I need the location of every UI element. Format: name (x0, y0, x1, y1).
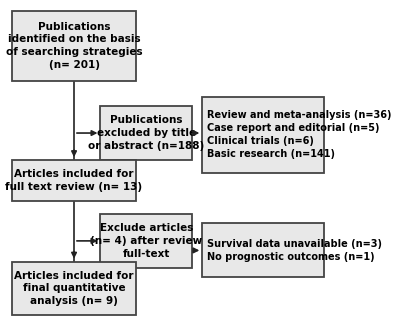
FancyBboxPatch shape (100, 106, 192, 160)
Text: Articles included for
full text review (n= 13): Articles included for full text review (… (6, 169, 143, 192)
FancyBboxPatch shape (202, 97, 324, 173)
Text: Publications
excluded by title
or abstract (n=188): Publications excluded by title or abstra… (88, 115, 204, 151)
Text: Articles included for
final quantitative
analysis (n= 9): Articles included for final quantitative… (14, 271, 134, 306)
FancyBboxPatch shape (12, 11, 136, 81)
Text: Review and meta-analysis (n=36)
Case report and editorial (n=5)
Clinical trials : Review and meta-analysis (n=36) Case rep… (207, 110, 392, 159)
Text: Publications
identified on the basis
of searching strategies
(n= 201): Publications identified on the basis of … (6, 22, 142, 70)
FancyBboxPatch shape (100, 214, 192, 268)
FancyBboxPatch shape (202, 223, 324, 277)
Text: Survival data unavailable (n=3)
No prognostic outcomes (n=1): Survival data unavailable (n=3) No progn… (207, 239, 382, 262)
Text: Exclude articles
(n= 4) after review
full-text: Exclude articles (n= 4) after review ful… (90, 223, 202, 259)
FancyBboxPatch shape (12, 160, 136, 201)
FancyBboxPatch shape (12, 261, 136, 316)
